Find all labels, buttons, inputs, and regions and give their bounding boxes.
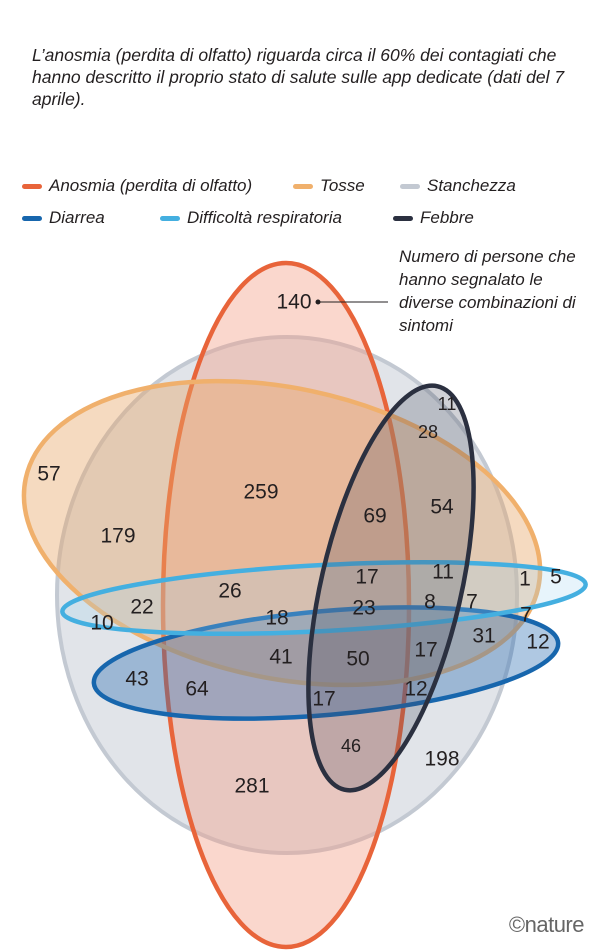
legend-label-difficolta: Difficoltà respiratoria [187, 208, 342, 227]
count-label: 140 [276, 291, 311, 314]
count-label: 50 [346, 648, 369, 671]
count-label: 64 [185, 678, 209, 701]
legend-swatch-difficolta [160, 215, 180, 221]
count-label: 26 [218, 580, 241, 603]
count-label: 179 [100, 525, 135, 548]
count-label: 8 [424, 591, 436, 614]
count-label: 17 [312, 688, 335, 711]
count-label: 23 [352, 597, 375, 620]
count-label: 281 [234, 775, 269, 798]
count-label: 7 [466, 591, 478, 614]
count-label: 1 [519, 568, 531, 591]
legend-swatch-anosmia [22, 183, 42, 189]
annotation-leader-dot [315, 299, 321, 305]
annotation-text: Numero di persone che hanno segnalato le… [399, 247, 576, 335]
count-label: 259 [243, 481, 278, 504]
count-label: 22 [130, 596, 153, 619]
count-label: 12 [526, 631, 549, 654]
legend-swatch-febbre [393, 215, 413, 221]
legend-item-anosmia: Anosmia (perdita di olfatto) [22, 176, 252, 196]
count-label: 7 [520, 604, 532, 627]
count-label: 69 [363, 505, 386, 528]
legend-item-stanchezza: Stanchezza [400, 176, 516, 196]
legend-label-diarrea: Diarrea [49, 208, 105, 227]
legend-swatch-tosse [293, 183, 313, 189]
legend-item-tosse: Tosse [293, 176, 365, 196]
count-label: 28 [418, 422, 438, 442]
count-label: 198 [424, 748, 459, 771]
legend-item-diarrea: Diarrea [22, 208, 105, 228]
count-label: 57 [37, 463, 60, 486]
legend-label-anosmia: Anosmia (perdita di olfatto) [49, 176, 253, 195]
legend-label-tosse: Tosse [320, 176, 365, 195]
intro-text: L’anosmia (perdita di olfatto) riguarda … [32, 45, 565, 109]
count-label: 17 [355, 566, 378, 589]
legend-label-stanchezza: Stanchezza [427, 176, 516, 195]
set-febbre [306, 383, 476, 793]
count-label: 18 [265, 607, 288, 630]
count-label: 17 [414, 639, 437, 662]
count-label: 10 [90, 612, 113, 635]
count-label: 12 [404, 678, 427, 701]
count-label: 11 [432, 561, 454, 584]
count-label: 31 [472, 625, 495, 648]
legend-item-difficolta-respiratoria: Difficoltà respiratoria [160, 208, 342, 228]
legend-label-febbre: Febbre [420, 208, 474, 227]
nature-credit: ©nature [508, 912, 585, 937]
count-label: 54 [430, 496, 454, 519]
count-label: 46 [341, 736, 361, 756]
count-label: 41 [269, 646, 292, 669]
count-label: 11 [438, 394, 457, 414]
legend-swatch-stanchezza [400, 183, 420, 189]
legend-swatch-diarrea [22, 215, 42, 221]
legend-item-febbre: Febbre [393, 208, 474, 228]
count-label: 5 [550, 566, 562, 589]
count-label: 43 [125, 668, 148, 691]
